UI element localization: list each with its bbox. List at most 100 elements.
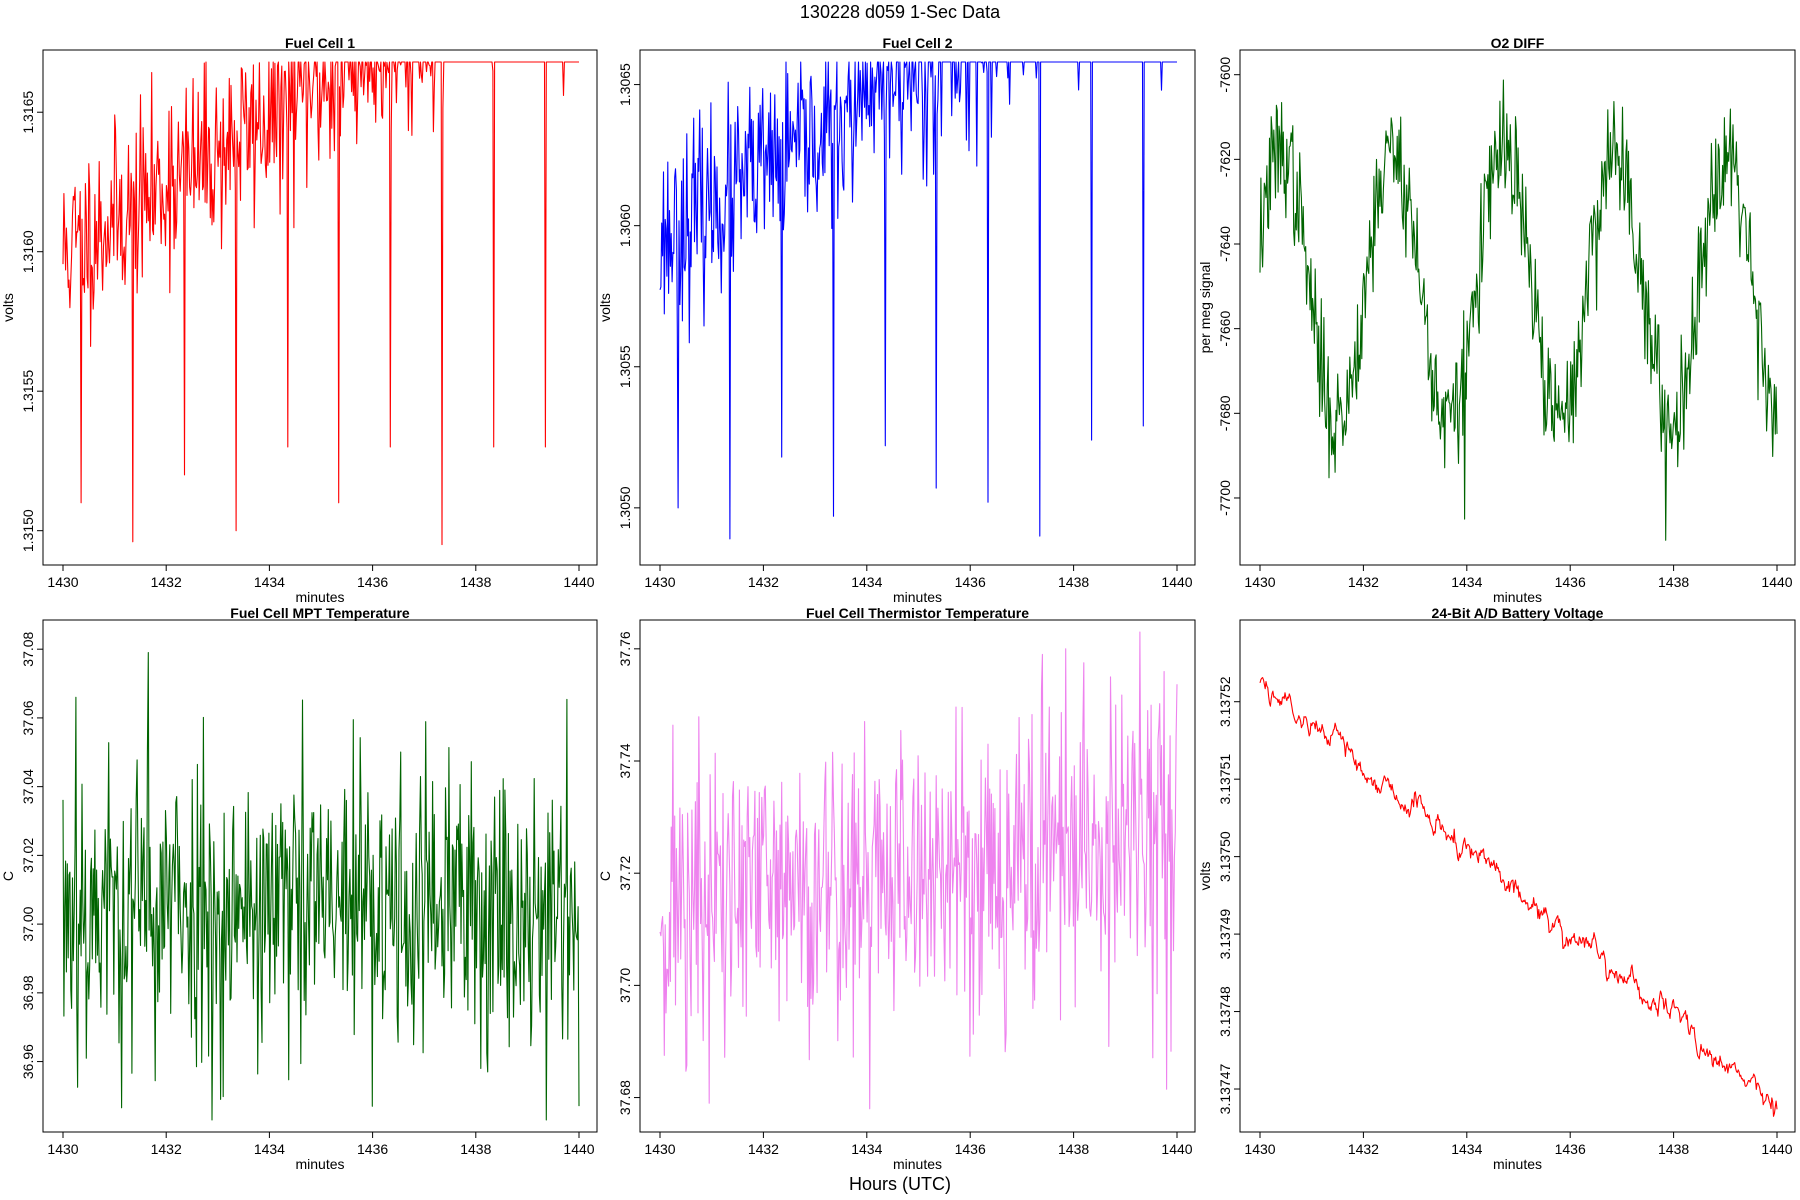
x-tick-label: 1440 xyxy=(1161,574,1192,590)
x-tick-label: 1432 xyxy=(151,1141,182,1157)
x-tick-label: 1438 xyxy=(1658,1141,1689,1157)
x-tick-label: 1432 xyxy=(1348,574,1379,590)
chart-panel-6: 24-Bit A/D Battery Voltage 1430 1432 1434 14… xyxy=(1197,605,1796,1172)
x-tick-label: 1436 xyxy=(357,1141,388,1157)
y-tick-label: 1.3050 xyxy=(617,486,633,529)
plot-frame xyxy=(42,49,598,566)
x-tick-label: 1434 xyxy=(254,574,285,590)
y-tick-label: -7660 xyxy=(1217,311,1233,347)
x-tick-label: 1440 xyxy=(563,574,594,590)
y-tick-label: 36.96 xyxy=(20,1044,36,1079)
plot-frame xyxy=(1239,49,1796,566)
x-tick-label: 1430 xyxy=(47,1141,78,1157)
y-tick-label: 37.68 xyxy=(617,1080,633,1115)
y-tick-label: 3.13752 xyxy=(1217,676,1233,727)
chart-panels: Fuel Cell 1 1430 1432 1434 1436 1438 1440 minut… xyxy=(0,35,1796,1172)
x-tick-label: 1440 xyxy=(1761,1141,1792,1157)
y-tick-label: 37.72 xyxy=(617,855,633,890)
y-tick-label: -7640 xyxy=(1217,226,1233,262)
x-tick-label: 1438 xyxy=(460,574,491,590)
y-tick-label: 1.3155 xyxy=(20,370,36,413)
x-tick-label: 1432 xyxy=(748,1141,779,1157)
x-tick-label: 1438 xyxy=(1058,1141,1089,1157)
y-tick-label: 1.3055 xyxy=(617,345,633,388)
y-tick-label: 3.13747 xyxy=(1217,1064,1233,1115)
y-axis-label: C xyxy=(597,871,613,881)
x-tick-label: 1434 xyxy=(851,574,882,590)
series-line xyxy=(1259,677,1778,1117)
x-tick-label: 1430 xyxy=(644,1141,675,1157)
x-axis-label: minutes xyxy=(893,1156,942,1172)
series-line xyxy=(1259,79,1778,541)
x-axis-label: minutes xyxy=(1493,1156,1542,1172)
y-tick-label: 3.13748 xyxy=(1217,986,1233,1037)
y-tick-label: -7700 xyxy=(1217,480,1233,516)
chart-title: Fuel Cell Thermistor Temperature xyxy=(806,605,1029,621)
x-tick-label: 1440 xyxy=(563,1141,594,1157)
y-tick-label: 37.04 xyxy=(20,769,36,804)
chart-panel-1: Fuel Cell 1 1430 1432 1434 1436 1438 1440 minut… xyxy=(0,35,598,605)
y-tick-label: 1.3160 xyxy=(20,230,36,273)
x-tick-label: 1430 xyxy=(1244,1141,1275,1157)
y-tick-label: 36.98 xyxy=(20,975,36,1010)
y-axis-label: C xyxy=(0,871,16,881)
x-tick-label: 1440 xyxy=(1161,1141,1192,1157)
x-tick-label: 1430 xyxy=(47,574,78,590)
x-tick-label: 1436 xyxy=(1555,1141,1586,1157)
bottom-axis-label: Hours (UTC) xyxy=(849,1174,951,1194)
x-axis-label: minutes xyxy=(295,589,344,605)
y-tick-label: -7600 xyxy=(1217,57,1233,93)
x-tick-label: 1434 xyxy=(254,1141,285,1157)
x-tick-label: 1432 xyxy=(151,574,182,590)
plot-frame xyxy=(639,49,1196,566)
x-tick-label: 1434 xyxy=(1451,1141,1482,1157)
y-tick-label: 37.02 xyxy=(20,838,36,873)
y-axis-label: volts xyxy=(597,293,613,322)
y-tick-label: 3.13750 xyxy=(1217,831,1233,882)
x-axis-label: minutes xyxy=(893,589,942,605)
y-tick-label: 37.00 xyxy=(20,906,36,941)
x-tick-label: 1438 xyxy=(1658,574,1689,590)
chart-panel-3: O2 DIFF 1430 1432 1434 1436 1438 1440 minutes -7… xyxy=(1197,35,1796,605)
y-tick-label: 37.70 xyxy=(617,968,633,1003)
chart-title: Fuel Cell 2 xyxy=(882,35,952,51)
y-axis-label: volts xyxy=(0,293,16,322)
x-tick-label: 1436 xyxy=(1555,574,1586,590)
chart-title: O2 DIFF xyxy=(1491,35,1545,51)
chart-title: Fuel Cell 1 xyxy=(285,35,355,51)
chart-title: Fuel Cell MPT Temperature xyxy=(230,605,410,621)
x-tick-label: 1432 xyxy=(1348,1141,1379,1157)
series-line xyxy=(62,652,580,1121)
y-axis-label: volts xyxy=(1197,862,1213,891)
x-tick-label: 1438 xyxy=(460,1141,491,1157)
x-tick-label: 1436 xyxy=(955,1141,986,1157)
x-tick-label: 1430 xyxy=(1244,574,1275,590)
series-line xyxy=(62,61,579,546)
x-tick-label: 1438 xyxy=(1058,574,1089,590)
x-tick-label: 1430 xyxy=(644,574,675,590)
x-tick-label: 1434 xyxy=(1451,574,1482,590)
y-tick-label: 1.3150 xyxy=(20,509,36,552)
y-tick-label: -7620 xyxy=(1217,141,1233,177)
y-tick-label: 37.74 xyxy=(617,743,633,778)
chart-panel-5: Fuel Cell Thermistor Temperature 1430 1432… xyxy=(597,605,1196,1172)
y-tick-label: 3.13751 xyxy=(1217,754,1233,805)
y-axis-label: per meg signal xyxy=(1197,262,1213,354)
y-tick-label: 37.76 xyxy=(617,631,633,666)
figure-title: 130228 d059 1-Sec Data xyxy=(800,2,1001,22)
x-tick-label: 1434 xyxy=(851,1141,882,1157)
chart-panel-2: Fuel Cell 2 1430 1432 1434 1436 1438 1440 minut… xyxy=(597,35,1196,605)
chart-title: 24-Bit A/D Battery Voltage xyxy=(1432,605,1604,621)
y-tick-label: 3.13749 xyxy=(1217,909,1233,960)
x-axis-label: minutes xyxy=(295,1156,344,1172)
y-tick-label: 1.3060 xyxy=(617,204,633,247)
y-tick-label: 37.08 xyxy=(20,631,36,666)
x-tick-label: 1432 xyxy=(748,574,779,590)
x-axis-label: minutes xyxy=(1493,589,1542,605)
x-tick-label: 1436 xyxy=(955,574,986,590)
y-tick-label: 1.3065 xyxy=(617,63,633,106)
series-line xyxy=(659,631,1178,1110)
x-tick-label: 1440 xyxy=(1761,574,1792,590)
chart-panel-4: Fuel Cell MPT Temperature 1430 1432 1434 143… xyxy=(0,605,598,1172)
